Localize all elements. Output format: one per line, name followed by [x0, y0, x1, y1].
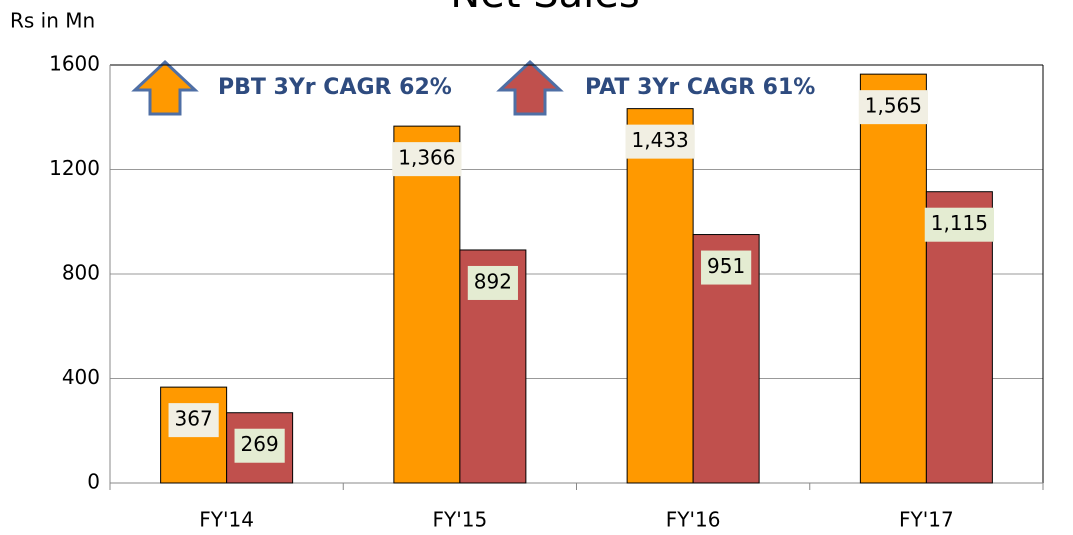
value-label-bg	[168, 403, 219, 438]
y-axis-label: Rs in Mn	[10, 9, 95, 33]
value-label: 892	[474, 269, 512, 293]
value-label-bg	[858, 90, 929, 125]
value-label: 1,433	[631, 128, 688, 152]
value-label: 1,115	[931, 211, 988, 235]
value-label-bg	[392, 142, 462, 177]
value-label: 269	[241, 432, 279, 456]
x-tick-label: FY'15	[433, 508, 488, 532]
annotation: PBT 3Yr CAGR 62%	[218, 75, 452, 100]
x-tick-label: FY'17	[899, 508, 954, 532]
bar	[393, 125, 461, 484]
arrow	[131, 59, 199, 116]
value-label: 1,366	[398, 146, 455, 170]
y-tick-label: 1200	[49, 156, 100, 180]
y-tick-label: 400	[62, 365, 100, 389]
value-label: 367	[175, 407, 213, 431]
x-tick-label: FY'16	[666, 508, 721, 532]
value-label-bg	[625, 124, 695, 159]
y-tick-label: 800	[62, 261, 100, 285]
value-label-bg	[701, 250, 752, 285]
value-label: 951	[707, 254, 745, 278]
y-tick-label: 1600	[49, 52, 100, 76]
bar	[859, 73, 927, 484]
x-tick-label: FY'14	[199, 508, 254, 532]
arrow	[496, 59, 564, 116]
chart-title: Net Sales	[450, 0, 639, 17]
y-tick-label: 0	[87, 470, 100, 494]
value-label-bg	[467, 265, 518, 300]
annotation: PAT 3Yr CAGR 61%	[585, 75, 815, 100]
bar	[626, 108, 694, 484]
value-label: 1,565	[865, 94, 922, 118]
value-label-bg	[234, 428, 285, 463]
value-label-bg	[924, 207, 995, 242]
